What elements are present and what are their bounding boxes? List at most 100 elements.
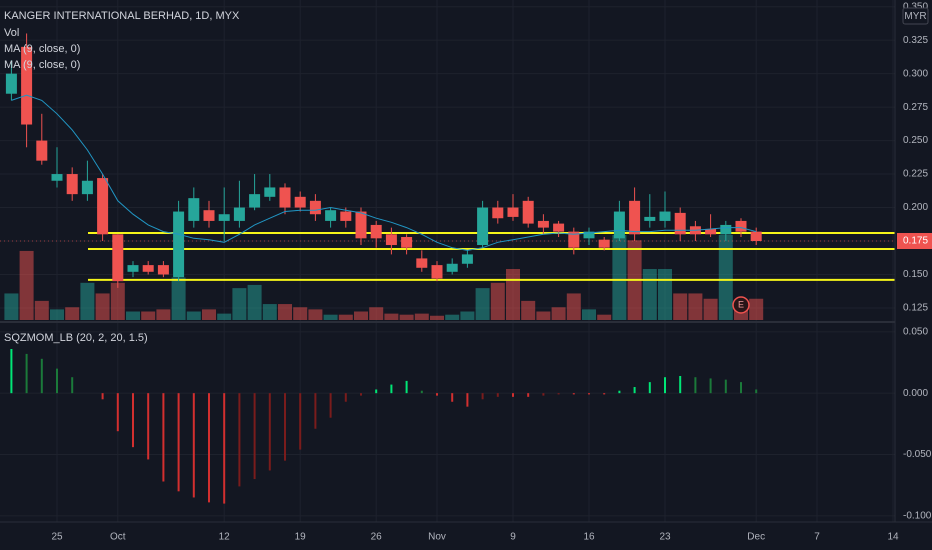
volume-bar <box>475 288 490 320</box>
candle-body <box>659 211 671 221</box>
candle-body <box>537 220 549 228</box>
currency-label: MYR <box>904 11 926 22</box>
candle-body <box>264 187 276 197</box>
candle-body <box>583 231 595 239</box>
candle-body <box>750 231 762 242</box>
earnings-marker <box>732 296 750 314</box>
momentum-bar <box>268 393 271 471</box>
momentum-bar <box>755 389 758 394</box>
currency-box <box>902 7 929 25</box>
volume-bar <box>354 311 368 320</box>
momentum-bar <box>40 358 43 394</box>
candle-body <box>355 211 367 239</box>
volume-bar <box>658 269 672 320</box>
last-price-box <box>897 233 932 250</box>
volume-bar <box>460 311 475 320</box>
candle-body <box>309 200 321 215</box>
y-tick-label: 0.325 <box>903 35 928 46</box>
x-tick-label: 19 <box>295 532 307 543</box>
candle-body <box>173 211 185 278</box>
x-tick-label: Oct <box>110 532 126 543</box>
momentum-bar <box>299 393 302 450</box>
momentum-bar <box>101 393 104 400</box>
volume-bar <box>50 309 64 320</box>
volume-bar <box>703 298 718 320</box>
y-tick-label: -0.050 <box>903 449 932 460</box>
volume-bar <box>34 300 49 320</box>
volume-bar <box>308 309 323 320</box>
momentum-bar <box>329 393 332 418</box>
candle-body <box>461 254 473 264</box>
volume-bar <box>232 288 247 320</box>
candle-body <box>21 46 33 125</box>
momentum-bar <box>740 382 742 394</box>
momentum-bar <box>284 393 286 461</box>
volume-bar <box>414 313 429 320</box>
volume-bar <box>247 284 262 320</box>
momentum-bar <box>618 390 621 394</box>
candle-body <box>127 265 139 272</box>
momentum-bar <box>496 393 499 397</box>
candle-body <box>112 234 124 282</box>
y-tick-label: 0.275 <box>903 102 928 113</box>
candle-body <box>705 228 717 235</box>
ma-line <box>11 94 757 251</box>
momentum-bar <box>56 368 58 394</box>
candle-body <box>553 223 565 232</box>
y-tick-label: 0.050 <box>903 326 928 337</box>
momentum-bar <box>527 393 530 397</box>
candle-body <box>446 263 458 272</box>
y-tick-label: 0.250 <box>903 135 928 146</box>
candle-body <box>720 224 732 235</box>
x-tick-label: 26 <box>371 532 383 543</box>
volume-bar <box>293 307 308 320</box>
volume-bar <box>612 235 627 320</box>
candle-body <box>568 231 580 248</box>
y-tick-label: 0.125 <box>903 303 928 314</box>
x-tick-label: 12 <box>219 532 231 543</box>
candle-body <box>401 236 413 248</box>
momentum-bar <box>512 393 514 397</box>
momentum-bar <box>25 353 28 394</box>
momentum-bar <box>664 377 666 394</box>
y-tick-label: 0.350 <box>903 1 928 12</box>
momentum-bar <box>679 375 682 394</box>
volume-bar <box>642 269 657 320</box>
momentum-bar <box>253 393 256 480</box>
momentum-bar <box>116 393 119 432</box>
volume-bar <box>202 309 216 320</box>
momentum-bar <box>375 389 378 394</box>
volume-bar <box>338 314 353 320</box>
candle-body <box>629 200 641 235</box>
volume-bar <box>445 314 460 320</box>
candle-body <box>507 207 519 217</box>
momentum-bar <box>314 393 317 429</box>
momentum-bar <box>603 393 606 395</box>
momentum-bar <box>405 380 408 394</box>
momentum-bar <box>147 393 150 460</box>
volume-bar <box>749 298 764 320</box>
momentum-bar <box>192 393 195 498</box>
momentum-bar <box>132 393 134 448</box>
volume-bar <box>430 315 444 320</box>
volume-bar <box>171 277 186 320</box>
candle-body <box>5 73 17 94</box>
candle-body <box>735 220 747 232</box>
candle-body <box>51 174 63 181</box>
x-tick-label: 7 <box>814 532 820 543</box>
candle-body <box>142 265 154 272</box>
volume-bar <box>521 300 536 320</box>
momentum-bar <box>162 393 165 482</box>
x-tick-label: Dec <box>747 532 765 543</box>
last-price-label: 0.175 <box>903 236 928 247</box>
candle-body <box>492 207 504 219</box>
volume-bar <box>582 309 596 320</box>
chart-title: KANGER INTERNATIONAL BERHAD, 1D, MYX <box>4 10 240 22</box>
y-tick-label: 0.300 <box>903 68 928 79</box>
momentum-bar <box>10 348 13 394</box>
x-tick-label: Nov <box>428 532 446 543</box>
candle-body <box>233 207 245 221</box>
volume-bar <box>673 293 688 320</box>
candle-body <box>157 265 169 275</box>
price-axis <box>895 0 932 550</box>
